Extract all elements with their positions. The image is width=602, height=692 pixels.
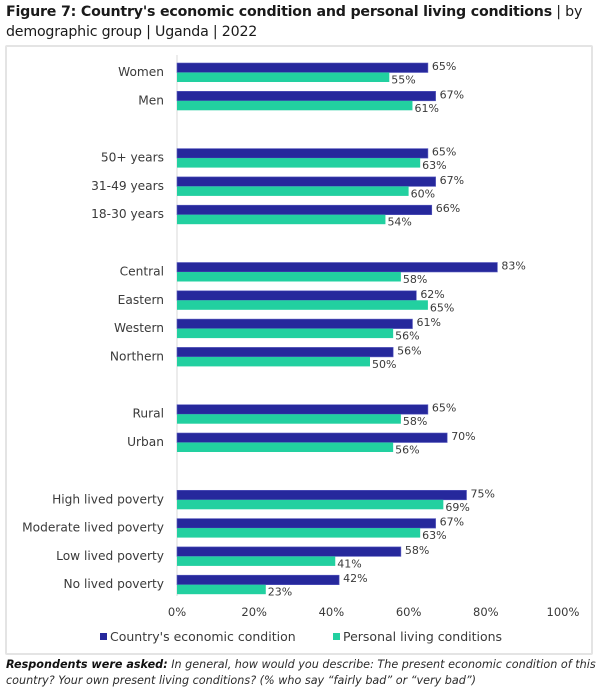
x-tick-label: 100%: [547, 605, 580, 619]
bar-personal: [177, 186, 409, 196]
legend-swatch-personal: [333, 633, 340, 640]
value-label-personal: 58%: [403, 415, 427, 428]
value-label-personal: 65%: [430, 301, 454, 314]
value-label-economic: 65%: [432, 60, 456, 73]
value-label-economic: 56%: [397, 344, 421, 357]
footnote: Respondents were asked: In general, how …: [6, 657, 598, 689]
bar-economic: [176, 290, 417, 301]
category-label: 50+ years: [101, 151, 164, 165]
x-tick-label: 40%: [319, 605, 345, 619]
figure-title-bold: Figure 7: Country's economic condition a…: [6, 4, 552, 20]
x-tick-label: 60%: [396, 605, 422, 619]
bar-personal: [177, 328, 394, 339]
bar-economic: [176, 489, 467, 501]
category-label: Western: [114, 321, 164, 335]
value-label-personal: 54%: [387, 216, 411, 229]
footnote-question-label: Respondents were asked:: [6, 658, 168, 671]
bar-economic: [176, 518, 436, 529]
value-label-economic: 67%: [440, 174, 464, 187]
category-label: Women: [118, 65, 164, 79]
value-label-economic: 65%: [432, 402, 456, 415]
bar-economic: [176, 176, 436, 187]
bar-economic: [176, 262, 498, 273]
x-tick-label: 20%: [241, 605, 267, 619]
bar-economic: [176, 91, 436, 102]
bar-personal: [177, 158, 421, 168]
x-tick-label: 80%: [473, 605, 499, 619]
category-label: Eastern: [118, 293, 164, 307]
value-label-personal: 58%: [403, 273, 427, 286]
bar-economic: [176, 347, 394, 358]
category-label: Urban: [127, 435, 164, 449]
category-label: Low lived poverty: [56, 549, 164, 563]
category-label: 31-49 years: [91, 179, 164, 193]
value-label-economic: 66%: [436, 202, 460, 215]
x-tick-label: 0%: [168, 605, 186, 619]
figure-title-rest: | by demographic group | Uganda | 2022: [6, 4, 583, 40]
value-label-economic: 58%: [405, 544, 429, 557]
value-label-economic: 42%: [343, 572, 367, 585]
value-label-personal: 41%: [337, 557, 361, 570]
value-label-personal: 63%: [422, 529, 446, 542]
bar-personal: [177, 584, 266, 595]
bar-personal: [177, 528, 421, 538]
category-label: High lived poverty: [52, 492, 164, 506]
value-label-personal: 23%: [268, 586, 292, 599]
category-label: Northern: [110, 349, 164, 363]
value-label-personal: 63%: [422, 159, 446, 172]
bar-personal: [177, 272, 401, 282]
bar-economic: [176, 148, 429, 159]
bar-personal: [177, 414, 401, 424]
value-label-economic: 61%: [416, 316, 440, 329]
value-label-economic: 75%: [471, 487, 495, 500]
value-label-personal: 69%: [445, 501, 469, 514]
value-label-economic: 83%: [501, 260, 525, 273]
bar-personal: [177, 442, 394, 452]
value-label-personal: 56%: [395, 330, 419, 343]
value-label-personal: 50%: [372, 358, 396, 371]
bar-economic: [176, 546, 402, 557]
bar-personal: [177, 499, 444, 510]
category-label: Moderate lived poverty: [22, 521, 164, 535]
bar-economic: [176, 62, 429, 73]
value-label-economic: 65%: [432, 146, 456, 159]
bar-personal: [177, 100, 413, 111]
category-label: Rural: [132, 407, 164, 421]
bar-economic: [176, 318, 413, 329]
bar-personal: [177, 356, 370, 367]
value-label-personal: 56%: [395, 444, 419, 457]
value-label-personal: 61%: [414, 102, 438, 115]
legend-swatch-economic: [100, 633, 107, 640]
legend-label-economic: Country's economic condition: [110, 629, 296, 644]
category-label: No lived poverty: [64, 577, 164, 591]
bar-economic: [176, 204, 433, 215]
figure-title: Figure 7: Country's economic condition a…: [6, 2, 596, 42]
bar-economic: [176, 432, 448, 443]
value-label-economic: 70%: [451, 430, 475, 443]
value-label-economic: 67%: [440, 88, 464, 101]
category-label: Men: [138, 93, 164, 107]
bar-personal: [177, 214, 386, 225]
bar-economic: [176, 404, 429, 415]
legend-label-personal: Personal living conditions: [343, 629, 502, 644]
value-label-personal: 60%: [411, 187, 435, 200]
footnote-question-text: In general, how would you describe: The …: [6, 658, 596, 687]
category-label: 18-30 years: [91, 207, 164, 221]
category-label: Central: [120, 265, 164, 279]
value-label-economic: 67%: [440, 516, 464, 529]
value-label-economic: 62%: [420, 288, 444, 301]
bar-personal: [177, 300, 428, 310]
bar-personal: [177, 556, 336, 566]
bar-economic: [176, 574, 340, 586]
value-label-personal: 55%: [391, 74, 415, 87]
bar-personal: [177, 72, 390, 82]
